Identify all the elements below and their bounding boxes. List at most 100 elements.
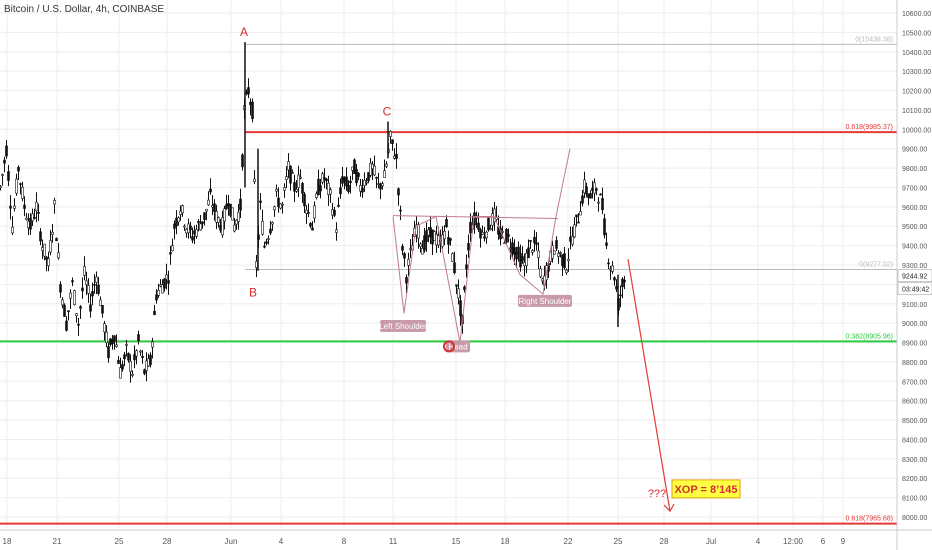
candle-body — [161, 284, 164, 294]
pattern-label: Left Shoulder — [379, 322, 427, 331]
x-tick-label: 12:00 — [783, 537, 804, 546]
candle-body — [553, 250, 556, 255]
candle-body — [203, 212, 206, 220]
pattern-outline — [392, 215, 557, 343]
candle-body — [277, 197, 280, 207]
candle-body — [383, 170, 386, 178]
candle-body — [443, 230, 446, 240]
candle-body — [145, 360, 148, 371]
candle-body — [51, 231, 54, 235]
candle-body — [167, 280, 170, 284]
candle-body — [231, 207, 234, 221]
candle-body — [113, 335, 116, 342]
x-tick-label: 9 — [841, 537, 846, 546]
x-tick-label: 11 — [389, 537, 398, 546]
pattern-label: Head — [448, 342, 467, 351]
candle-body — [155, 294, 158, 301]
grid-layer — [0, 0, 897, 530]
candle-body — [63, 304, 66, 317]
candle-body — [183, 225, 186, 228]
candle-body — [81, 287, 84, 292]
candle-body — [309, 223, 312, 227]
candle-body — [399, 209, 402, 212]
pattern-label: Right Shoulder — [519, 297, 572, 306]
y-tick-label: 8200.00 — [902, 476, 927, 483]
candle-body — [493, 208, 496, 223]
candle-body — [299, 176, 302, 179]
candle-body — [515, 252, 518, 260]
candle-body — [601, 198, 604, 211]
y-tick-label: 10600.00 — [902, 11, 931, 18]
candle-body — [449, 238, 452, 241]
candle-body — [567, 258, 570, 261]
candle-body — [233, 224, 236, 232]
candle-body — [275, 188, 278, 192]
candle-body — [79, 306, 82, 309]
candle-body — [445, 219, 448, 228]
y-tick-label: 9100.00 — [902, 302, 927, 309]
candle-body — [403, 253, 406, 259]
candle-body — [333, 209, 336, 216]
candle-body — [111, 339, 114, 344]
candle-body — [527, 247, 530, 259]
candle-body — [213, 203, 216, 212]
candle-body — [517, 246, 520, 254]
pattern-label-box — [518, 294, 572, 307]
candle-body — [245, 91, 248, 94]
candle-body — [189, 225, 192, 230]
y-tick-label: 9300.00 — [902, 263, 927, 270]
candle-body — [485, 231, 488, 239]
candle-body — [47, 258, 50, 267]
candle-body — [211, 205, 214, 208]
candle-body — [353, 159, 356, 174]
candle-body — [263, 245, 266, 248]
candle-body — [11, 226, 14, 234]
candle-body — [489, 228, 492, 230]
candle-body — [307, 212, 310, 214]
x-tick-label: Jun — [225, 537, 238, 546]
candle-body — [105, 331, 108, 344]
wave-label: B — [249, 286, 257, 300]
candle-body — [223, 208, 226, 222]
y-tick-label: 8100.00 — [902, 496, 927, 503]
candle-body — [441, 234, 444, 247]
candle-body — [85, 280, 88, 285]
y-tick-label: 10300.00 — [902, 69, 931, 76]
fib-level-label: 0(10438.38) — [855, 36, 893, 43]
candle-body — [447, 237, 450, 245]
candle-body — [285, 176, 288, 180]
candle-body — [593, 182, 596, 194]
candle-body — [169, 252, 172, 255]
wave-label: A — [240, 25, 248, 39]
candle-body — [25, 217, 28, 220]
candle-body — [247, 87, 250, 95]
candle-body — [575, 214, 578, 218]
candle-body — [121, 364, 124, 370]
candle-body — [501, 231, 504, 233]
x-tick-label: 21 — [53, 537, 62, 546]
candle-body — [581, 195, 584, 204]
candle-body — [293, 182, 296, 192]
candle-body — [137, 334, 140, 341]
candle-body — [139, 350, 142, 353]
candle-body — [179, 210, 182, 215]
candle-body — [239, 198, 242, 211]
candle-body — [199, 223, 202, 231]
candle-body — [207, 199, 210, 206]
candle-body — [373, 165, 376, 176]
y-tick-label: 10200.00 — [902, 89, 931, 96]
candle-body — [267, 238, 270, 240]
candle-body — [71, 280, 74, 283]
candles-layer — [0, 42, 626, 383]
candle-body — [141, 355, 144, 358]
candle-body — [273, 206, 276, 211]
candle-body — [55, 238, 58, 242]
candle-body — [39, 231, 42, 242]
candle-body — [531, 250, 534, 253]
candle-body — [407, 259, 410, 266]
candle-body — [291, 172, 294, 174]
countdown-label: 03:49:42 — [902, 287, 929, 294]
candle-body — [133, 354, 136, 361]
candle-body — [37, 212, 40, 214]
candle-body — [21, 186, 24, 199]
